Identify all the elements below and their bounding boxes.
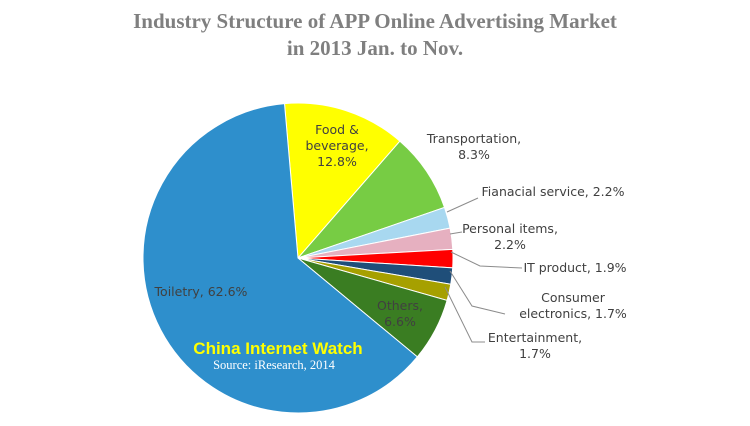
leader-line-3 [446,197,479,213]
chart-title-line-2: in 2013 Jan. to Nov. [286,36,464,60]
slice-label-line: 12.8% [317,154,357,169]
slice-label-line: Food & [315,122,359,137]
slice-label-line: Entertainment, [488,330,582,345]
slice-label-line: 2.2% [494,237,526,252]
slice-label-8: Others, 6.6% [377,298,423,329]
slice-label-line: Toiletry, 62.6% [154,284,248,299]
slice-label-line: 8.3% [458,147,490,162]
chart-title: Industry Structure of APP Online Adverti… [0,8,750,62]
slice-label-line: IT product, 1.9% [523,260,626,275]
slice-label-9: Toiletry, 62.6% [154,284,248,299]
slice-label-5: IT product, 1.9% [523,260,626,275]
slice-label-line: Consumer [541,290,606,305]
leader-line-7 [444,286,485,343]
slice-label-line: electronics, 1.7% [519,306,627,321]
watermark-brand: China Internet Watch [193,339,362,358]
slice-label-line: beverage, [305,138,368,153]
leader-line-6 [449,270,506,315]
slice-label-3: Fianacial service, 2.2% [482,184,625,199]
slice-label-6: Consumer electronics, 1.7% [519,290,627,321]
pie-slice-1 [283,102,401,260]
slice-label-line: 1.7% [519,346,551,361]
pie-slice-9 [142,103,419,414]
slice-label-line: Fianacial service, 2.2% [482,184,625,199]
slice-label-line: Transportation, [426,131,521,146]
slice-label-7: Entertainment, 1.7% [488,330,582,361]
slice-label-1: Food & beverage, 12.8% [305,122,368,169]
slice-label-line: Others, [377,298,423,313]
watermark-source: Source: iResearch, 2014 [213,358,336,372]
slice-label-2: Transportation, 8.3% [426,131,521,162]
slice-label-4: Personal items, 2.2% [462,221,558,252]
slice-label-line: 6.6% [384,314,416,329]
leader-line-4 [449,231,463,235]
leader-line-5 [450,251,523,269]
chart-title-line-1: Industry Structure of APP Online Adverti… [133,9,617,33]
slice-label-line: Personal items, [462,221,558,236]
